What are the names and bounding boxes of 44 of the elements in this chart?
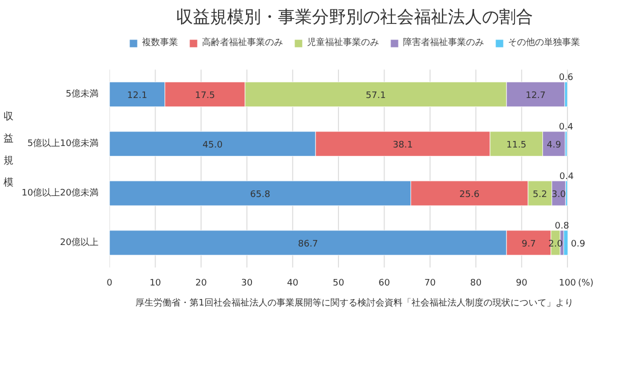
data-label: 17.5 bbox=[194, 90, 216, 101]
data-label: 0.9 bbox=[570, 239, 586, 250]
data-label: 12.1 bbox=[127, 90, 148, 101]
y-tick-label: 5億以上10億未満 bbox=[27, 138, 99, 149]
data-label: 11.5 bbox=[506, 140, 526, 150]
x-tick-label: 30 bbox=[241, 278, 253, 288]
x-tick-label: 100 bbox=[558, 278, 576, 288]
data-label: 0.4 bbox=[558, 122, 574, 132]
data-label: 45.0 bbox=[202, 140, 223, 150]
x-tick-label: 80 bbox=[470, 278, 482, 288]
data-label: 25.6 bbox=[459, 190, 480, 200]
legend-label: 高齢者福祉事業のみ bbox=[202, 36, 283, 49]
data-label: 0.6 bbox=[558, 72, 574, 83]
legend-label: 障害者福祉事業のみ bbox=[403, 36, 484, 49]
data-label: 38.1 bbox=[392, 140, 413, 150]
x-axis-title: (%) bbox=[578, 278, 594, 288]
text: 厚生労働省・第1回社会福祉法人の事業展開等に関する検討会資料「社会福祉法人制度の現状について」より bbox=[136, 298, 574, 308]
data-label: 86.7 bbox=[298, 239, 318, 250]
data-label: 65.8 bbox=[250, 190, 270, 200]
data-label: 9.7 bbox=[522, 239, 536, 250]
y-tick-label: 20億以上 bbox=[60, 236, 98, 248]
x-tick-label: 50 bbox=[332, 278, 344, 288]
y-axis-title: 収益規模 bbox=[4, 110, 14, 188]
data-label: 12.7 bbox=[526, 90, 546, 101]
legend-label: 複数事業 bbox=[142, 36, 178, 49]
x-tick-label: 0 bbox=[106, 278, 113, 288]
legend-label: 児童福祉事業のみ bbox=[307, 36, 379, 49]
y-tick-label: 10億以上20億未満 bbox=[22, 187, 98, 198]
data-label: 0.4 bbox=[559, 172, 574, 182]
bar bbox=[564, 230, 568, 256]
x-tick-label: 70 bbox=[424, 278, 436, 288]
x-tick-label: 20 bbox=[195, 278, 208, 288]
x-tick-label: 90 bbox=[516, 278, 528, 288]
x-tick-label: 10 bbox=[150, 278, 162, 288]
data-label: 57.1 bbox=[366, 90, 386, 101]
data-label: 0.8 bbox=[554, 221, 570, 232]
legend-label: その他の単独事業 bbox=[508, 36, 580, 49]
data-label: 5.2 bbox=[532, 190, 548, 200]
chart-title: 収益規模別・事業分野別の社会福祉法人の割合 bbox=[176, 8, 533, 28]
data-label: 3.0 bbox=[552, 190, 566, 200]
data-label: 4.9 bbox=[546, 140, 562, 150]
x-tick-label: 60 bbox=[378, 278, 390, 288]
x-tick-label: 40 bbox=[286, 278, 299, 288]
y-tick-label: 5億未満 bbox=[66, 88, 99, 100]
